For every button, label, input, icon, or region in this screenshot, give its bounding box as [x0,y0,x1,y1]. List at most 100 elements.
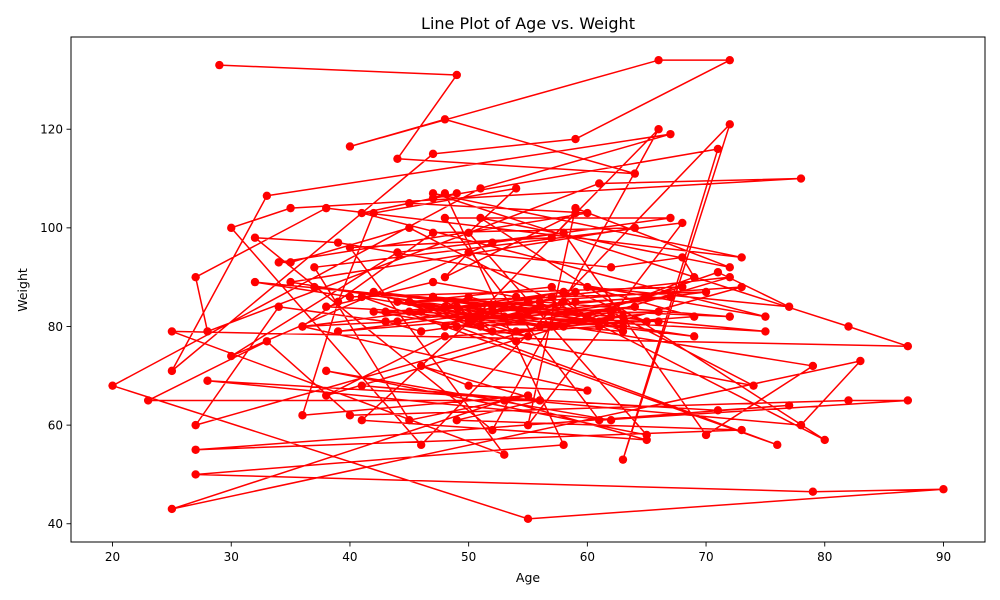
data-point [416,440,426,450]
data-point [345,292,355,302]
x-axis-label: Age [516,570,540,585]
data-point [725,263,734,272]
data-point [618,312,628,321]
data-point [642,292,651,302]
data-point [464,381,473,390]
data-point [654,55,663,65]
data-point [535,297,545,307]
data-point [262,191,272,200]
data-point [191,445,200,454]
x-tick-label: 30 [224,550,239,564]
data-point [500,312,509,321]
data-point [571,297,580,307]
data-point [535,322,545,331]
data-point [191,470,200,479]
data-point [108,381,117,390]
data-point [393,317,402,326]
data-point [725,55,734,65]
data-point [452,415,461,425]
data-point [606,263,616,272]
data-point [595,415,604,425]
data-point [689,272,699,282]
data-point [796,420,806,430]
data-point [452,302,461,311]
data-point [559,287,568,297]
data-point [298,322,307,331]
data-point [511,184,521,193]
data-point [725,272,734,282]
data-point [393,154,402,164]
data-point [595,317,604,326]
data-point [405,307,414,316]
x-tick-label: 50 [461,550,476,564]
data-point [571,134,580,144]
data-point [322,366,331,376]
data-point [476,312,485,321]
data-point [452,322,461,331]
data-point [654,317,663,326]
chart-title: Line Plot of Age vs. Weight [421,14,635,33]
data-point [559,228,568,237]
data-point [571,208,580,218]
data-point [725,120,734,129]
data-point [666,292,675,302]
data-point [215,60,224,70]
y-tick-label: 80 [48,320,63,334]
data-point [440,272,450,282]
data-point [583,386,592,395]
data-point [606,312,616,321]
data-point [250,277,260,287]
data-point [369,307,378,316]
data-point [405,415,414,425]
data-point [345,142,355,151]
data-point [464,228,473,237]
data-point [286,277,295,287]
data-point [761,327,770,336]
data-point [405,199,414,208]
data-point [345,411,355,420]
data-point [678,282,687,292]
y-tick-label: 40 [48,517,63,531]
data-point [357,208,367,218]
data-point [713,144,723,154]
x-tick-label: 90 [936,550,951,564]
y-tick-label: 100 [40,221,63,235]
data-point [678,218,687,228]
data-point [369,287,378,297]
data-point [559,297,568,307]
data-point [654,307,663,316]
data-point [689,312,699,321]
data-point [488,302,497,311]
data-point [488,238,497,247]
data-point [630,223,640,233]
data-point [523,332,533,341]
data-point [749,381,758,390]
data-point [310,263,319,272]
data-point [167,366,177,376]
data-point [583,312,592,321]
data-point [310,282,319,292]
data-point [440,332,450,341]
x-tick-label: 20 [105,550,120,564]
data-point [630,169,640,178]
data-point [903,396,913,405]
data-point [143,396,153,405]
data-point [903,342,913,351]
data-point [642,317,651,326]
data-point [405,297,414,307]
data-point [333,327,343,336]
data-point [642,435,651,445]
data-point [784,302,794,311]
y-tick-label: 60 [48,418,63,432]
data-point [333,297,343,307]
data-point [440,189,450,198]
data-point [476,213,485,223]
data-point [428,149,438,159]
data-point [784,401,794,410]
data-point [618,327,628,336]
data-point [416,361,426,371]
data-point [452,189,461,198]
data-point [547,322,556,331]
data-point [428,292,438,302]
